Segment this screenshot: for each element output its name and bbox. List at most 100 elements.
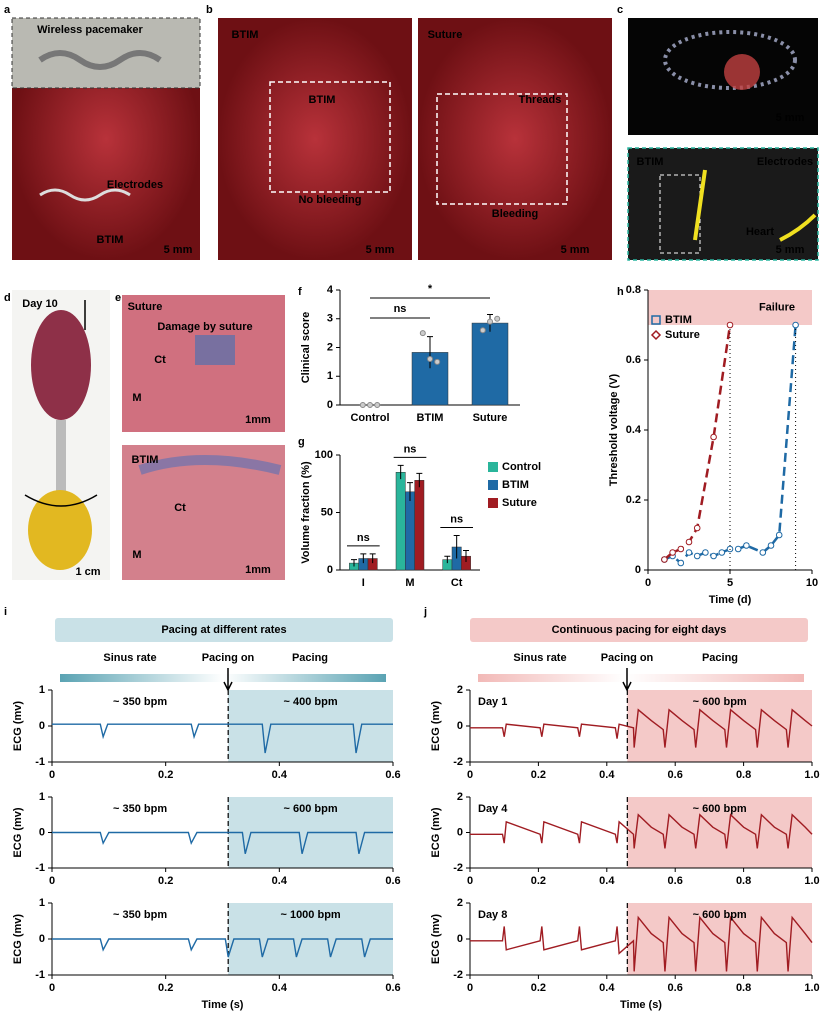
y-tick-label: 3: [327, 313, 333, 325]
panel-letter: a: [4, 4, 11, 16]
x-tick-label: 0.8: [736, 769, 751, 781]
y-tick-label: -2: [453, 756, 463, 768]
x-tick-label: Suture: [473, 412, 508, 424]
x-tick-label: I: [362, 577, 365, 589]
data-point: [487, 318, 493, 325]
y-axis-label: ECG (mv): [12, 807, 24, 857]
y-tick-label: 0: [39, 720, 45, 732]
photo-label: 1mm: [245, 564, 271, 576]
header: Continuous pacing for eight days: [552, 624, 727, 636]
data-point: [359, 402, 366, 408]
photo-label: Bleeding: [492, 208, 538, 220]
rate-label: ~ 600 bpm: [693, 909, 747, 921]
panel-letter: d: [4, 292, 11, 304]
rate-label: ~ 350 bpm: [113, 696, 167, 708]
data-point: [743, 542, 750, 549]
significance: ns: [394, 303, 407, 315]
photo-label: Wireless pacemaker: [37, 24, 143, 36]
y-axis-label: ECG (mv): [430, 914, 442, 964]
y-tick-label: 0.6: [626, 354, 641, 366]
x-tick-label: BTIM: [417, 412, 444, 424]
x-tick-label: 0.6: [385, 875, 400, 887]
y-tick-label: 2: [457, 897, 463, 909]
electrode-coil: [39, 188, 131, 202]
x-tick-label: 0.6: [385, 769, 400, 781]
y-tick-label: 1: [39, 897, 45, 909]
significance: *: [428, 283, 433, 295]
rate-label: ~ 350 bpm: [113, 909, 167, 921]
heart-explant: [31, 310, 91, 420]
x-tick-label: 0.6: [668, 982, 683, 994]
x-tick-label: 0.6: [385, 982, 400, 994]
panel-letter: h: [617, 286, 624, 298]
y-axis-label: Clinical score: [300, 312, 312, 384]
y-tick-label: 0.2: [626, 494, 641, 506]
y-tick-label: 4: [327, 284, 334, 296]
fibrosis: [195, 335, 235, 365]
photo-c-ct: [628, 18, 818, 135]
data-point: [792, 321, 799, 329]
photo-label: BTIM: [309, 94, 336, 106]
data-point: [710, 433, 717, 441]
panel-letter: f: [298, 286, 302, 298]
y-axis-label: ECG (mv): [12, 701, 24, 751]
photo-label: Ct: [174, 502, 186, 514]
heart: [724, 54, 760, 90]
x-tick-label: M: [405, 577, 414, 589]
data-point: [702, 549, 709, 556]
roi-box: [269, 81, 391, 193]
photo-label: 5 mm: [776, 244, 805, 256]
data-point: [677, 545, 685, 553]
legend-swatch: [488, 498, 498, 508]
day-label: Day 8: [478, 909, 507, 921]
x-tick-label: 1.0: [804, 769, 819, 781]
data-point: [767, 542, 775, 549]
phase-label: Pacing: [702, 652, 738, 664]
x-tick-label: 0.4: [599, 982, 615, 994]
x-tick-label: 0.2: [531, 769, 546, 781]
x-tick-label: 0.4: [272, 982, 288, 994]
x-tick-label: 0.4: [272, 875, 288, 887]
y-tick-label: 1: [39, 684, 45, 696]
series-line: [663, 324, 732, 561]
x-tick-label: 0.4: [599, 875, 615, 887]
y-axis-label: Volume fraction (%): [300, 461, 312, 564]
error-bar: [360, 553, 367, 564]
rate-label: ~ 350 bpm: [113, 803, 167, 815]
legend-label: BTIM: [665, 314, 692, 326]
x-tick-label: 0.2: [158, 769, 173, 781]
y-tick-label: 0: [327, 399, 333, 411]
error-bar: [397, 464, 404, 480]
photo-label: BTIM: [232, 29, 259, 41]
bar: [471, 322, 509, 406]
x-tick-label: 0.2: [158, 875, 173, 887]
y-tick-label: -1: [35, 862, 45, 874]
x-tick-label: 0.6: [668, 875, 683, 887]
y-tick-label: 0: [457, 720, 463, 732]
x-tick-label: 5: [727, 577, 733, 589]
photo-label: 5 mm: [776, 112, 805, 124]
x-tick-label: 0: [467, 982, 473, 994]
x-tick-label: 0.4: [272, 769, 288, 781]
y-tick-label: 0: [457, 826, 463, 838]
data-point: [693, 552, 701, 560]
data-point: [434, 358, 441, 365]
data-point: [775, 531, 783, 539]
photo-b-btim: [218, 18, 412, 260]
photo-label: Ct: [154, 354, 166, 366]
y-axis-label: Threshold voltage (V): [608, 373, 620, 486]
series-line: [663, 324, 797, 565]
photo-label: BTIM: [132, 454, 159, 466]
photo-label: 5 mm: [366, 244, 395, 256]
rate-label: ~ 600 bpm: [693, 803, 747, 815]
x-tick-label: 0.4: [599, 769, 615, 781]
data-point: [419, 330, 426, 337]
x-tick-label: 0: [49, 769, 55, 781]
y-tick-label: 0: [457, 933, 463, 945]
legend-label: BTIM: [502, 479, 529, 491]
y-tick-label: 0: [635, 564, 641, 576]
rate-arrow: [60, 674, 386, 682]
pacing-shade: [228, 690, 393, 762]
photo-b-suture: [418, 18, 612, 260]
data-point: [427, 356, 433, 362]
